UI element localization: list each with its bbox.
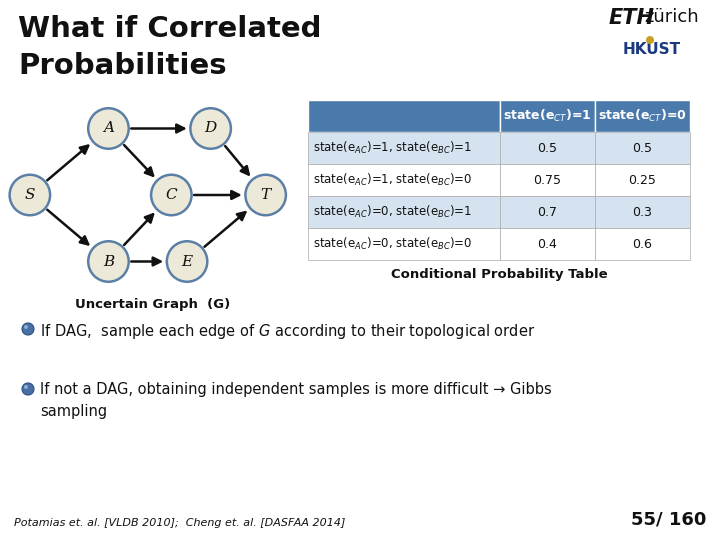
- Circle shape: [153, 176, 190, 214]
- Circle shape: [11, 176, 49, 214]
- Text: 0.5: 0.5: [632, 141, 652, 154]
- Text: Uncertain Graph  (G): Uncertain Graph (G): [76, 298, 230, 311]
- Text: 0.6: 0.6: [633, 238, 652, 251]
- Text: HKUST: HKUST: [623, 42, 681, 57]
- Text: state(e$_{CT}$)=1: state(e$_{CT}$)=1: [503, 108, 592, 124]
- Text: 0.4: 0.4: [538, 238, 557, 251]
- Bar: [500, 132, 595, 164]
- Circle shape: [87, 107, 130, 150]
- Circle shape: [168, 242, 206, 280]
- Bar: [595, 100, 690, 132]
- Text: state(e$_{AC}$)=0, state(e$_{BC}$)=0: state(e$_{AC}$)=0, state(e$_{BC}$)=0: [313, 236, 472, 252]
- Circle shape: [89, 242, 127, 280]
- Circle shape: [22, 323, 34, 335]
- Text: B: B: [103, 254, 114, 268]
- Text: Potamias et. al. [VLDB 2010];  Cheng et. al. [DASFAA 2014]: Potamias et. al. [VLDB 2010]; Cheng et. …: [14, 518, 346, 528]
- Text: ETH: ETH: [609, 8, 655, 28]
- Bar: [500, 100, 595, 132]
- Text: What if Correlated: What if Correlated: [18, 15, 322, 43]
- Text: If DAG,  sample each edge of $\mathit{G}$ according to their topological order: If DAG, sample each edge of $\mathit{G}$…: [40, 322, 535, 341]
- Circle shape: [89, 110, 127, 147]
- Bar: [500, 164, 595, 196]
- Bar: [595, 196, 690, 228]
- Circle shape: [192, 110, 230, 147]
- Circle shape: [24, 325, 28, 329]
- Text: sampling: sampling: [40, 404, 107, 419]
- Circle shape: [87, 240, 130, 283]
- Bar: [595, 164, 690, 196]
- Text: state(e$_{AC}$)=0, state(e$_{BC}$)=1: state(e$_{AC}$)=0, state(e$_{BC}$)=1: [313, 204, 472, 220]
- Bar: [308, 100, 500, 132]
- Circle shape: [24, 385, 28, 389]
- Text: zürich: zürich: [644, 8, 698, 26]
- Text: C: C: [166, 188, 177, 202]
- Bar: [308, 132, 500, 164]
- Bar: [308, 196, 500, 228]
- Circle shape: [247, 176, 284, 214]
- Text: state(e$_{AC}$)=1, state(e$_{BC}$)=1: state(e$_{AC}$)=1, state(e$_{BC}$)=1: [313, 140, 472, 156]
- Circle shape: [646, 36, 654, 44]
- Text: S: S: [24, 188, 35, 202]
- Text: state(e$_{AC}$)=1, state(e$_{BC}$)=0: state(e$_{AC}$)=1, state(e$_{BC}$)=0: [313, 172, 472, 188]
- Text: state(e$_{CT}$)=0: state(e$_{CT}$)=0: [598, 108, 687, 124]
- Text: 0.25: 0.25: [629, 173, 657, 186]
- Circle shape: [166, 240, 209, 283]
- Text: 55/ 160: 55/ 160: [631, 510, 706, 528]
- Bar: [500, 228, 595, 260]
- Text: A: A: [103, 122, 114, 136]
- Circle shape: [244, 173, 287, 217]
- Text: T: T: [261, 188, 271, 202]
- Text: E: E: [181, 254, 193, 268]
- Text: 0.3: 0.3: [633, 206, 652, 219]
- Bar: [308, 228, 500, 260]
- Text: Probabilities: Probabilities: [18, 52, 227, 80]
- Bar: [595, 228, 690, 260]
- Circle shape: [189, 107, 232, 150]
- Text: 0.5: 0.5: [538, 141, 557, 154]
- Bar: [308, 164, 500, 196]
- Circle shape: [150, 173, 193, 217]
- Circle shape: [9, 173, 51, 217]
- Text: 0.7: 0.7: [538, 206, 557, 219]
- Text: Conditional Probability Table: Conditional Probability Table: [391, 268, 607, 281]
- Text: 0.75: 0.75: [534, 173, 562, 186]
- Text: D: D: [204, 122, 217, 136]
- Circle shape: [22, 383, 34, 395]
- Text: If not a DAG, obtaining independent samples is more difficult → Gibbs: If not a DAG, obtaining independent samp…: [40, 382, 552, 397]
- Bar: [500, 196, 595, 228]
- Bar: [595, 132, 690, 164]
